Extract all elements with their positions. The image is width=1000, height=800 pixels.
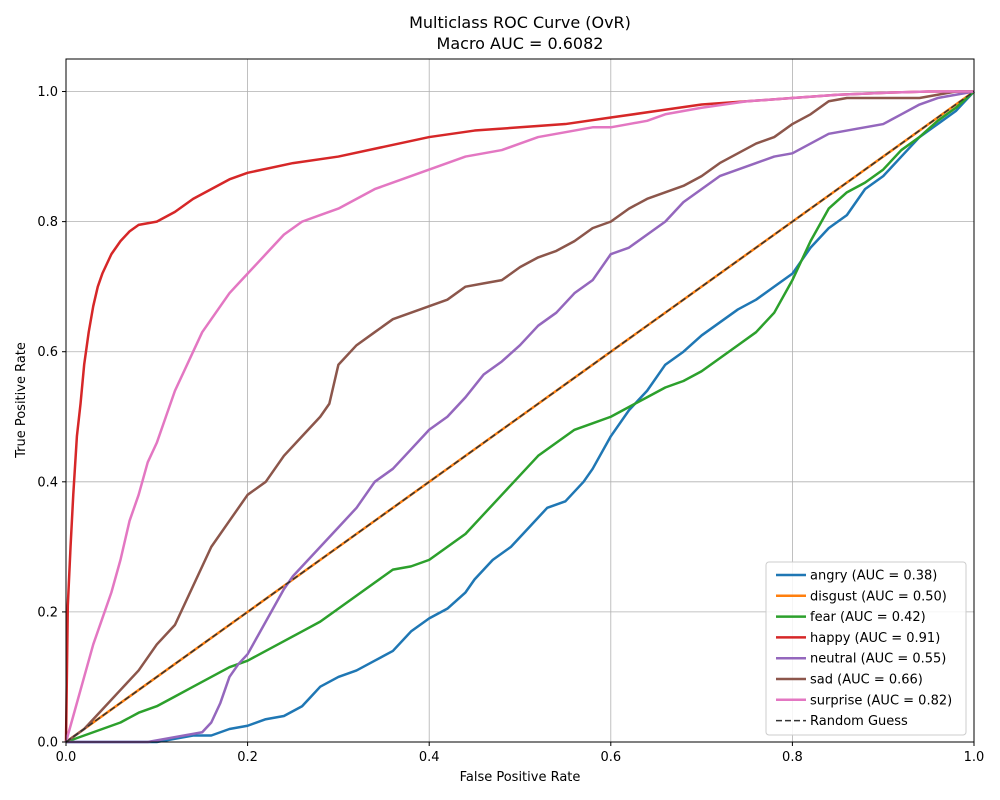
series-line-6 <box>64 90 974 743</box>
y-tick-label: 0.6 <box>37 345 58 360</box>
x-tick-label: 0.4 <box>419 750 440 765</box>
x-tick-label: 0.6 <box>600 750 621 765</box>
legend-label: fear (AUC = 0.42) <box>810 610 926 625</box>
plot-frame <box>65 58 975 743</box>
y-tick-label: 0.8 <box>37 215 58 230</box>
y-tick-label: 0.0 <box>37 736 58 751</box>
series-layer <box>64 90 975 744</box>
legend-label: surprise (AUC = 0.82) <box>810 693 952 708</box>
legend-label: sad (AUC = 0.66) <box>810 673 923 688</box>
chart-subtitle: Macro AUC = 0.6082 <box>437 34 604 53</box>
x-tick-label: 1.0 <box>964 750 985 765</box>
legend-label: happy (AUC = 0.91) <box>810 631 940 646</box>
legend-box <box>765 561 967 736</box>
x-tick-label: 0.0 <box>56 750 77 765</box>
legend-label: disgust (AUC = 0.50) <box>810 589 947 604</box>
y-tick-label: 1.0 <box>37 85 58 100</box>
y-tick-label: 0.4 <box>37 475 58 490</box>
y-tick-label: 0.2 <box>37 605 58 620</box>
x-tick-label: 0.2 <box>237 750 258 765</box>
axis-ticks: 0.0 0.2 0.4 0.6 0.8 1.0 0.0 0.2 0.4 0.6 0.8 1.0 <box>37 85 984 765</box>
series-line-5 <box>65 90 974 744</box>
x-tick-label: 0.8 <box>782 750 803 765</box>
chart-title: Multiclass ROC Curve (OvR) <box>409 13 631 32</box>
x-axis-label: False Positive Rate <box>460 770 581 785</box>
legend: angry (AUC = 0.38) disgust (AUC = 0.50) fe… <box>765 561 967 736</box>
series-line-2 <box>65 90 975 744</box>
legend-label: neutral (AUC = 0.55) <box>810 652 946 667</box>
series-line-3 <box>64 90 974 743</box>
legend-label: Random Guess <box>810 714 908 729</box>
series-line-4 <box>66 90 975 744</box>
series-line-0 <box>66 90 975 744</box>
y-axis-label: True Positive Rate <box>14 342 29 459</box>
series-line-7 <box>65 90 975 743</box>
legend-label: angry (AUC = 0.38) <box>810 569 937 584</box>
